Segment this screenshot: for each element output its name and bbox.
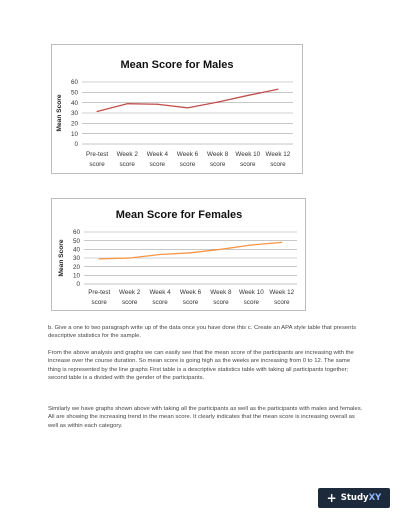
females-y-tick-label: 40 [73, 247, 81, 254]
males-data-point [156, 103, 158, 105]
females-series-line [99, 241, 282, 260]
females-x-tick-label: score [122, 299, 138, 306]
females-x-tick-label: Week 12 [269, 289, 294, 296]
males-data-point [126, 103, 128, 105]
males-x-tick-label: Week 12 [266, 151, 291, 158]
males-data-point [186, 107, 189, 109]
males-data-point [247, 94, 249, 97]
brand-name-prefix: Study [340, 493, 369, 503]
males-data-point [96, 110, 98, 113]
females-x-tick-label: score [92, 299, 108, 306]
males-x-tick-label: score [120, 161, 136, 168]
males-x-tick-label: Pre-test [86, 151, 108, 158]
females-data-point [281, 241, 283, 243]
males-x-tick-label: Week 6 [177, 151, 199, 158]
females-x-tick-label: score [274, 299, 290, 306]
males-y-tick-label: 10 [71, 131, 79, 138]
males-data-point [277, 88, 279, 90]
females-title: Mean Score for Females [116, 209, 243, 221]
females-data-point [98, 258, 100, 260]
chart-females-svg: Mean Score for Females Mean Score 010 20 304… [58, 209, 297, 306]
females-x-tick-label: score [244, 299, 260, 306]
chart-females: Mean Score for Females Mean Score 0 10 20 30 4… [51, 198, 306, 311]
females-x-tick-label: score [183, 299, 199, 306]
females-x-tick-label: score [213, 299, 229, 306]
males-x-tick-label: Week 10 [235, 151, 260, 158]
brand-name-suffix: XY [368, 493, 382, 503]
brand-name: StudyXY [341, 493, 382, 503]
males-x-tick-label: Week 2 [117, 151, 139, 158]
males-y-tick-label: 50 [71, 90, 79, 97]
analysis-paragraph: From the above analysis and graphs we ca… [48, 350, 354, 381]
males-x-tick-label: Week 8 [207, 151, 229, 158]
males-y-tick-label: 60 [71, 79, 79, 86]
females-x-tick-label: Week 4 [149, 289, 171, 296]
females-x-tick-label: Week 10 [239, 289, 264, 296]
females-x-tick-label: Week 2 [119, 289, 141, 296]
females-y-tick-label: 10 [73, 273, 81, 280]
females-y-axis-label: Mean Score [58, 239, 65, 276]
males-x-tick-label: score [270, 161, 286, 168]
chart-males-svg: Mean Score for Males Mean Score 0 10 20 30 40 5… [56, 59, 293, 168]
males-title: Mean Score for Males [120, 59, 233, 71]
males-x-tick-label: score [240, 161, 256, 168]
males-x-tick-label: Week 4 [147, 151, 169, 158]
males-x-tick-label: score [89, 161, 105, 168]
males-x-tick-label: score [210, 161, 226, 168]
females-data-point [159, 253, 161, 256]
females-data-point [189, 252, 192, 254]
females-x-tick-label: score [152, 299, 168, 306]
studyxy-logo: + StudyXY [318, 488, 390, 508]
females-y-tick-label: 30 [73, 255, 81, 262]
males-y-axis-label: Mean Score [56, 94, 63, 131]
females-data-point [250, 244, 252, 246]
plus-icon: + [326, 491, 337, 505]
females-data-point [220, 248, 222, 250]
males-data-point [217, 101, 219, 103]
males-y-tick-label: 0 [74, 141, 78, 148]
males-y-tick-label: 40 [71, 100, 79, 107]
males-x-tick-label: score [150, 161, 166, 168]
males-x-tick-label: score [180, 161, 196, 168]
females-data-point [129, 257, 131, 259]
summary-paragraph: Similarly we have graphs shown above wit… [48, 406, 363, 429]
females-y-tick-label: 50 [73, 238, 81, 245]
females-x-tick-label: Pre-test [88, 289, 110, 296]
females-x-tick-label: Week 8 [210, 289, 232, 296]
chart-males: Mean Score for Males Mean Score 0 10 20 30 40 5… [51, 44, 303, 174]
females-y-tick-label: 60 [73, 229, 81, 236]
females-x-tick-label: Week 6 [180, 289, 202, 296]
males-y-tick-label: 30 [71, 110, 79, 117]
males-y-tick-label: 20 [71, 121, 79, 128]
females-y-tick-label: 0 [76, 281, 80, 288]
females-y-tick-label: 20 [73, 264, 81, 271]
question-paragraph: b. Give a one to two paragraph write up … [48, 325, 357, 340]
